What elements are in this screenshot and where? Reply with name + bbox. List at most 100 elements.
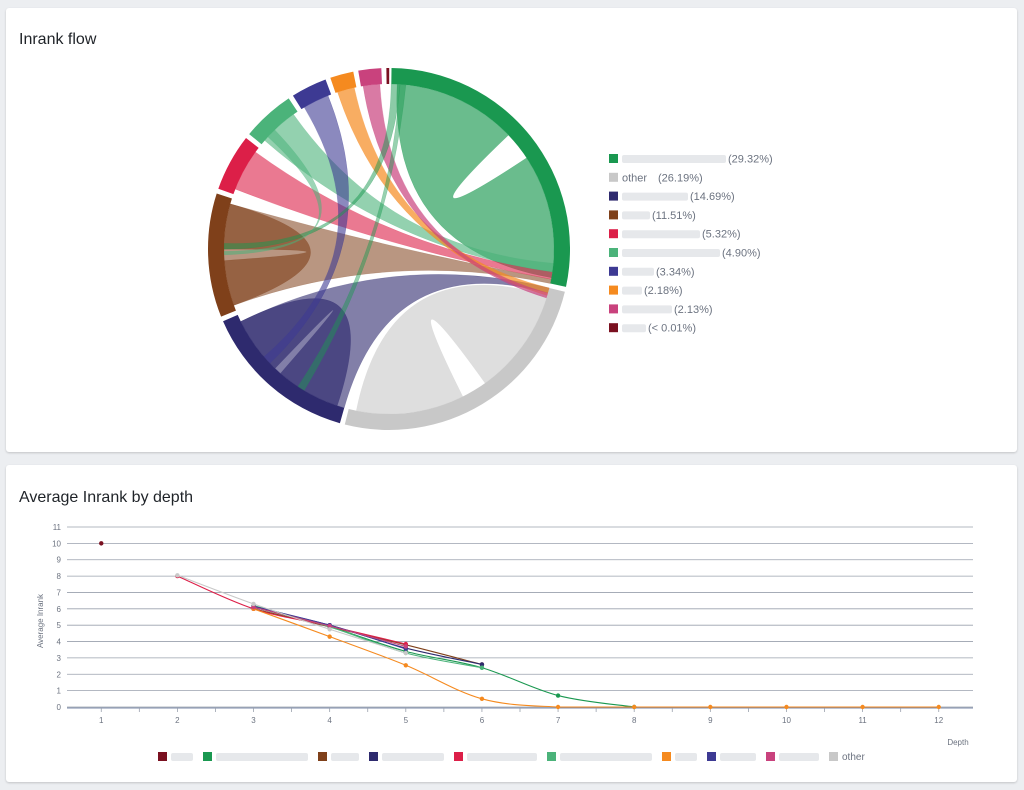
data-point bbox=[403, 650, 408, 656]
legend-redacted-label bbox=[622, 286, 642, 295]
legend-swatch bbox=[609, 266, 618, 276]
line-series bbox=[99, 541, 104, 546]
legend-item bbox=[369, 752, 444, 761]
legend-redacted-label bbox=[171, 753, 193, 761]
y-tick-label: 0 bbox=[57, 703, 62, 712]
data-point bbox=[860, 704, 865, 710]
legend-percent: (< 0.01%) bbox=[648, 323, 696, 335]
x-tick-label: 11 bbox=[858, 716, 867, 725]
data-point bbox=[708, 704, 713, 710]
data-point bbox=[99, 541, 104, 546]
legend-swatch bbox=[766, 752, 775, 761]
y-tick-label: 4 bbox=[57, 638, 62, 647]
data-point bbox=[327, 634, 332, 639]
legend-item: (14.69%) bbox=[609, 191, 735, 203]
legend-item: (11.51%) bbox=[609, 210, 696, 222]
legend-redacted-label bbox=[622, 267, 654, 276]
y-tick-label: 7 bbox=[57, 588, 62, 597]
legend-redacted-label bbox=[216, 753, 308, 761]
legend-item: other (26.19%) bbox=[609, 172, 703, 184]
average-inrank-title: Average Inrank by depth bbox=[19, 489, 194, 506]
legend-swatch bbox=[203, 752, 212, 761]
legend-label: other bbox=[842, 752, 865, 763]
chord-arc bbox=[249, 98, 298, 145]
x-tick-label: 5 bbox=[404, 716, 409, 725]
legend-redacted-label bbox=[622, 305, 672, 314]
data-point bbox=[251, 601, 256, 607]
x-tick-label: 7 bbox=[556, 716, 561, 725]
series-line bbox=[253, 608, 939, 708]
y-tick-label: 11 bbox=[53, 523, 62, 532]
legend-redacted-label bbox=[622, 324, 646, 333]
legend-redacted-label bbox=[622, 192, 688, 201]
legend-item bbox=[158, 752, 193, 761]
x-axis-label: Depth bbox=[947, 738, 968, 747]
legend-item: (< 0.01%) bbox=[609, 323, 696, 335]
legend-percent: (2.18%) bbox=[644, 285, 683, 297]
legend-swatch bbox=[547, 752, 556, 761]
chord-chart: (29.32%) other (26.19%) (14.69%) (11.51%) (5.… bbox=[208, 68, 773, 430]
legend-redacted-label bbox=[622, 155, 726, 163]
legend-item bbox=[203, 752, 308, 761]
legend-swatch bbox=[158, 752, 167, 761]
legend-redacted-label bbox=[779, 753, 819, 761]
legend-redacted-label bbox=[622, 230, 700, 239]
data-point bbox=[632, 704, 637, 710]
x-tick-label: 9 bbox=[708, 716, 713, 725]
inrank-flow-card: Inrank flow (29.32%) other (26.19%) (14.69%… bbox=[6, 8, 1017, 452]
average-inrank-card: Average Inrank by depth 0 1 2 3 4 5 6 7 8 9 10 11 1 2… bbox=[6, 465, 1017, 782]
legend-label: other bbox=[622, 172, 647, 184]
y-tick-label: 3 bbox=[57, 654, 62, 663]
line-series bbox=[175, 573, 408, 647]
chord-arcs bbox=[208, 68, 570, 430]
legend-swatch bbox=[609, 172, 618, 182]
chord-arc bbox=[358, 68, 382, 87]
legend-redacted-label bbox=[622, 211, 650, 220]
legend-swatch bbox=[609, 285, 618, 295]
legend-percent: (3.34%) bbox=[656, 266, 695, 278]
y-gridlines bbox=[67, 526, 973, 708]
chord-ribbon bbox=[240, 274, 550, 409]
legend-swatch bbox=[318, 752, 327, 761]
y-tick-label: 9 bbox=[57, 556, 62, 565]
x-tick-label: 8 bbox=[632, 716, 637, 725]
y-tick-label: 5 bbox=[57, 621, 62, 630]
legend-redacted-label bbox=[382, 753, 444, 761]
legend-percent: (26.19%) bbox=[658, 172, 703, 184]
legend-percent: (2.13%) bbox=[674, 304, 713, 316]
legend-redacted-label bbox=[467, 753, 537, 761]
line-series-group bbox=[99, 541, 941, 710]
legend-item bbox=[547, 752, 652, 761]
y-tick-label: 1 bbox=[57, 687, 62, 696]
legend-swatch bbox=[707, 752, 716, 761]
data-point bbox=[555, 693, 561, 698]
x-tick-label: 1 bbox=[99, 716, 104, 725]
x-tick-label: 3 bbox=[251, 716, 256, 725]
chord-ribbon bbox=[337, 87, 550, 296]
legend-item: (2.18%) bbox=[609, 285, 683, 297]
legend-redacted-label bbox=[675, 753, 697, 761]
data-point bbox=[936, 704, 941, 710]
y-tick-label: 10 bbox=[52, 539, 61, 548]
y-axis-label: Average Inrank bbox=[36, 593, 45, 648]
y-tick-label: 6 bbox=[57, 605, 62, 614]
legend-item: (29.32%) bbox=[609, 154, 773, 166]
legend-item: (3.34%) bbox=[609, 266, 695, 278]
legend-item bbox=[766, 752, 819, 761]
legend-redacted-label bbox=[720, 753, 756, 761]
inrank-flow-title: Inrank flow bbox=[19, 31, 97, 48]
chord-arc bbox=[292, 79, 332, 110]
data-point bbox=[175, 573, 180, 578]
data-point bbox=[479, 665, 485, 670]
legend-item: (2.13%) bbox=[609, 304, 713, 316]
legend-item bbox=[662, 752, 697, 761]
legend-redacted-label bbox=[331, 753, 359, 761]
chord-arc bbox=[391, 68, 570, 287]
legend-swatch bbox=[609, 154, 618, 163]
chord-arc bbox=[223, 314, 345, 424]
legend-swatch bbox=[609, 323, 618, 333]
data-point bbox=[784, 704, 789, 710]
data-point bbox=[251, 604, 256, 610]
series-line bbox=[177, 574, 406, 654]
